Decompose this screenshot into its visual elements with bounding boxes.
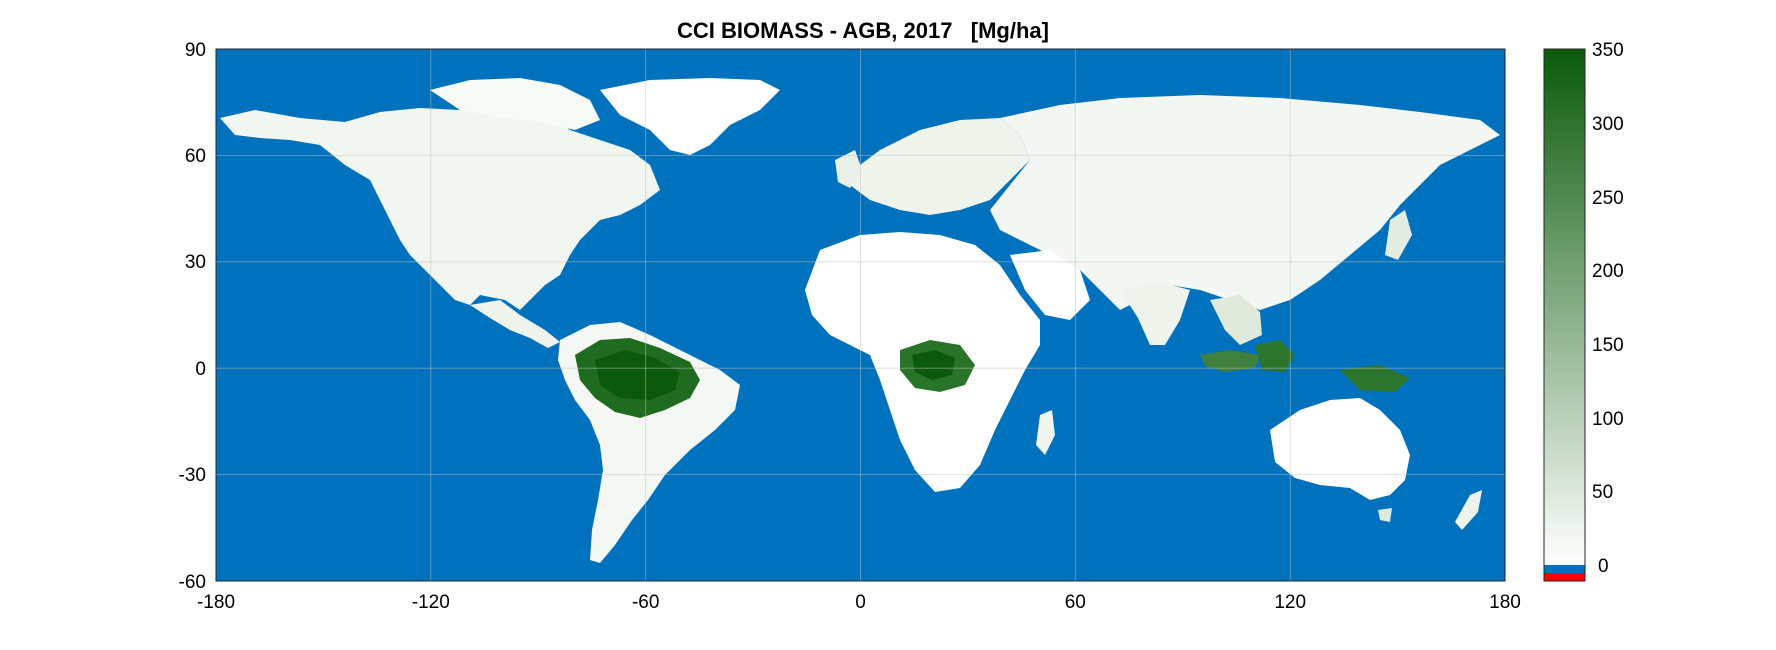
colorbar-tick-label: 100	[1592, 409, 1624, 430]
land-indonesia	[1200, 350, 1260, 372]
map-frame	[215, 48, 1506, 582]
colorbar-tick-label: 0	[1598, 556, 1609, 577]
land-southeast-asia	[1210, 295, 1262, 345]
land-new-zealand	[1455, 490, 1482, 530]
colorbar-tick-label: 150	[1592, 335, 1624, 356]
colorbar-tick-label: 50	[1592, 482, 1613, 503]
x-tick-label: 60	[1065, 592, 1086, 613]
land-japan	[1385, 210, 1412, 260]
colorbar-frame	[1543, 48, 1586, 582]
land-borneo	[1255, 340, 1295, 372]
land-masses	[220, 78, 1500, 563]
x-tick-label: -120	[412, 592, 450, 613]
x-axis: -180 -120 -60 0 60 120 180	[197, 592, 1521, 613]
land-europe	[850, 118, 1030, 215]
land-india	[1120, 282, 1190, 345]
x-tick-label: -180	[197, 592, 235, 613]
amazon-forest-core	[595, 350, 680, 400]
y-tick-label: 30	[185, 252, 206, 273]
y-tick-label: 0	[195, 359, 206, 380]
colorbar-tick-label: 300	[1592, 114, 1624, 135]
land-north-america	[220, 105, 660, 310]
colorbar: 350 300 250 200 150 100 50 0	[1543, 40, 1624, 582]
y-tick-label: -60	[179, 572, 206, 593]
colorbar-gradient	[1544, 49, 1585, 565]
land-madagascar	[1036, 410, 1055, 455]
colorbar-tick-label: 200	[1592, 261, 1624, 282]
y-tick-label: -30	[179, 465, 206, 486]
x-tick-label: -60	[632, 592, 659, 613]
colorbar-tick-label: 250	[1592, 188, 1624, 209]
land-asia	[990, 95, 1500, 310]
grid-lines	[216, 49, 1505, 581]
x-tick-label: 180	[1489, 592, 1521, 613]
colorbar-tick-label: 350	[1592, 40, 1624, 61]
chart-title: CCI BIOMASS - AGB, 2017 [Mg/ha]	[677, 18, 1049, 43]
congo-forest-core	[912, 350, 955, 380]
colorbar-water-band	[1544, 565, 1585, 573]
y-tick-label: 60	[185, 146, 206, 167]
land-tasmania	[1378, 508, 1392, 522]
land-uk	[835, 150, 862, 188]
land-central-america	[470, 300, 560, 348]
y-tick-label: 90	[185, 40, 206, 61]
map-panel	[215, 48, 1506, 582]
land-greenland	[600, 78, 780, 155]
land-new-guinea	[1340, 365, 1410, 392]
x-tick-label: 120	[1274, 592, 1306, 613]
x-tick-label: 0	[855, 592, 866, 613]
colorbar-nodata-band	[1544, 573, 1585, 581]
land-arabia	[1010, 250, 1090, 320]
land-arctic-islands	[430, 78, 600, 130]
y-axis: 90 60 30 0 -30 -60	[179, 40, 206, 593]
